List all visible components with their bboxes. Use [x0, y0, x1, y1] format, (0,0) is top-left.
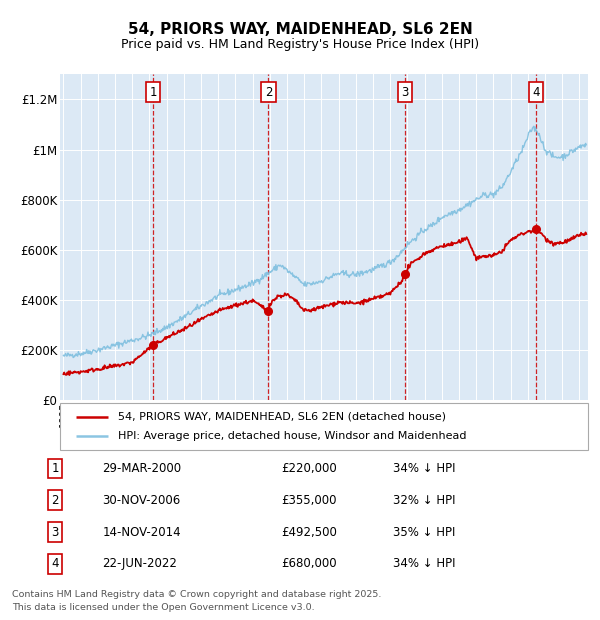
- Text: 35% ↓ HPI: 35% ↓ HPI: [392, 526, 455, 539]
- Text: 2: 2: [265, 86, 272, 99]
- Text: HPI: Average price, detached house, Windsor and Maidenhead: HPI: Average price, detached house, Wind…: [118, 432, 467, 441]
- Text: 1: 1: [52, 462, 59, 475]
- Text: 22-JUN-2022: 22-JUN-2022: [103, 557, 178, 570]
- Text: 2: 2: [52, 494, 59, 507]
- Text: 34% ↓ HPI: 34% ↓ HPI: [392, 557, 455, 570]
- Text: 34% ↓ HPI: 34% ↓ HPI: [392, 462, 455, 475]
- Text: £492,500: £492,500: [281, 526, 337, 539]
- Text: £220,000: £220,000: [281, 462, 337, 475]
- Text: 14-NOV-2014: 14-NOV-2014: [103, 526, 181, 539]
- Text: Price paid vs. HM Land Registry's House Price Index (HPI): Price paid vs. HM Land Registry's House …: [121, 38, 479, 51]
- Text: 4: 4: [52, 557, 59, 570]
- Text: 3: 3: [52, 526, 59, 539]
- Text: 54, PRIORS WAY, MAIDENHEAD, SL6 2EN (detached house): 54, PRIORS WAY, MAIDENHEAD, SL6 2EN (det…: [118, 412, 446, 422]
- Text: 4: 4: [532, 86, 539, 99]
- Text: 3: 3: [401, 86, 409, 99]
- Text: Contains HM Land Registry data © Crown copyright and database right 2025.: Contains HM Land Registry data © Crown c…: [12, 590, 382, 600]
- Text: 54, PRIORS WAY, MAIDENHEAD, SL6 2EN: 54, PRIORS WAY, MAIDENHEAD, SL6 2EN: [128, 22, 472, 37]
- Text: 30-NOV-2006: 30-NOV-2006: [103, 494, 181, 507]
- Text: 29-MAR-2000: 29-MAR-2000: [103, 462, 182, 475]
- Text: 1: 1: [149, 86, 157, 99]
- Text: 32% ↓ HPI: 32% ↓ HPI: [392, 494, 455, 507]
- Text: £355,000: £355,000: [281, 494, 337, 507]
- Text: £680,000: £680,000: [281, 557, 337, 570]
- Text: This data is licensed under the Open Government Licence v3.0.: This data is licensed under the Open Gov…: [12, 603, 314, 612]
